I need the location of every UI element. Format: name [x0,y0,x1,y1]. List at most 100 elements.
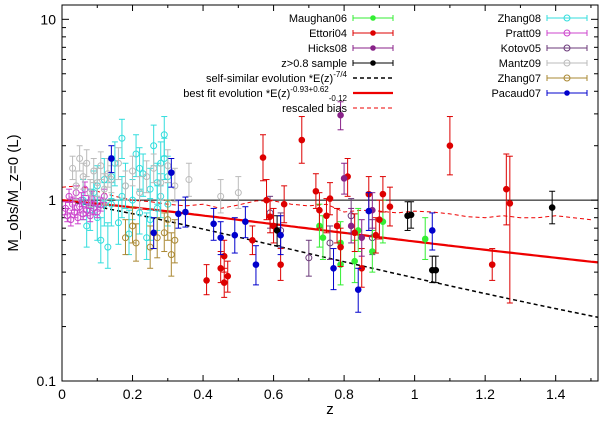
point-pratt09 [79,210,87,218]
point-pratt09 [63,212,71,220]
legend-swatch-marker [370,45,376,51]
point-maughan06 [319,234,327,242]
point-pacaud07 [242,218,249,226]
point-ettori04 [379,190,387,198]
point-pratt09 [93,208,101,216]
point-kotov05 [326,239,334,247]
point-ettori04 [323,212,330,220]
point-ettori04 [333,222,341,230]
point-zhang08 [118,192,126,200]
y-tick-label: 0.1 [37,373,57,389]
point-mantz09 [90,167,98,175]
point-z-0-8-sample [432,266,440,274]
point-mantz09 [171,182,179,190]
point-mantz09 [157,179,165,187]
point-ettori04 [506,200,514,207]
point-hicks08 [337,111,344,119]
point-pratt09 [90,204,98,212]
point-ettori04 [337,243,344,251]
x-tick-label: 0.6 [264,386,284,402]
legend-swatch-marker [370,60,376,66]
point-mantz09 [93,179,101,187]
point-hicks08 [340,175,348,182]
legend-swatch-marker [564,90,570,96]
point-mantz09 [100,185,108,193]
point-pacaud07 [231,231,239,239]
point-zhang08 [125,230,133,238]
point-ettori04 [316,206,323,214]
x-tick-label: 1.2 [475,386,495,402]
y-tick-label: 10 [40,11,56,27]
point-pacaud07 [210,220,217,228]
point-zhang08 [153,204,161,212]
point-z-0-8-sample [548,204,556,211]
point-pacaud07 [168,169,175,176]
point-zhang08 [83,222,91,230]
point-pratt09 [86,212,94,220]
legend-label-line: self-similar evolution *E(z)-7/4 [206,70,347,85]
point-mantz09 [234,189,242,197]
point-zhang08 [160,154,168,162]
point-pratt09 [69,200,77,208]
point-zhang08 [111,159,119,167]
point-ettori04 [266,213,274,221]
point-mantz09 [76,154,84,162]
point-ettori04 [280,200,288,208]
point-pratt09 [70,208,78,216]
y-tick-label: 1 [48,192,56,208]
legend-label-right: Pacaud07 [491,88,541,100]
point-pacaud07 [150,229,157,237]
point-pratt09 [83,206,91,214]
point-zhang08 [114,219,122,227]
point-ettori04 [372,231,380,239]
point-maughan06 [351,257,358,265]
point-pacaud07 [365,207,373,215]
point-zhang07 [146,243,154,251]
point-ettori04 [220,279,228,286]
legend-label-right: Pratt09 [506,28,541,40]
legend-swatch-marker [563,59,571,67]
point-zhang07 [121,234,129,242]
point-zhang08 [129,196,137,204]
legend-label-line: best fit evolution *E(z)-0.93+0.62-0.12 [183,85,347,103]
point-mantz09 [83,159,91,167]
legend-label-right: Zhang07 [498,73,541,85]
point-mantz09 [143,173,151,181]
point-ettori04 [503,185,510,193]
point-pratt09 [74,214,82,222]
point-ettori04 [488,261,496,268]
point-pacaud07 [217,234,224,242]
legend-swatch-marker [563,44,571,52]
point-ettori04 [376,216,383,223]
point-zhang07 [129,222,137,230]
x-tick-label: 0.2 [123,386,143,402]
legend-label-left: Ettori04 [309,28,347,40]
point-zhang08 [107,200,115,208]
point-pacaud07 [354,286,362,293]
point-zhang08 [143,234,151,242]
data-points [62,101,556,313]
point-maughan06 [421,235,429,243]
point-ettori04 [386,203,394,211]
point-zhang08 [104,243,112,251]
legend-label-left: Maughan06 [289,13,347,25]
point-zhang08 [97,236,105,244]
point-ettori04 [224,272,232,280]
point-ettori04 [326,195,334,202]
x-tick-label: 0.8 [334,386,354,402]
plot-frame [61,4,599,382]
legend-label-right: Mantz09 [499,58,541,70]
point-mantz09 [129,167,137,175]
point-zhang08 [146,185,154,193]
point-pacaud07 [182,208,189,216]
point-pratt09 [67,216,75,224]
legend-swatch-marker [563,74,571,82]
point-z-0-8-sample [407,211,415,219]
point-pratt09 [97,201,105,209]
point-zhang08 [146,216,154,224]
point-pacaud07 [108,155,115,162]
point-zhang08 [118,134,126,142]
point-ettori04 [203,277,210,284]
point-mantz09 [136,189,144,197]
